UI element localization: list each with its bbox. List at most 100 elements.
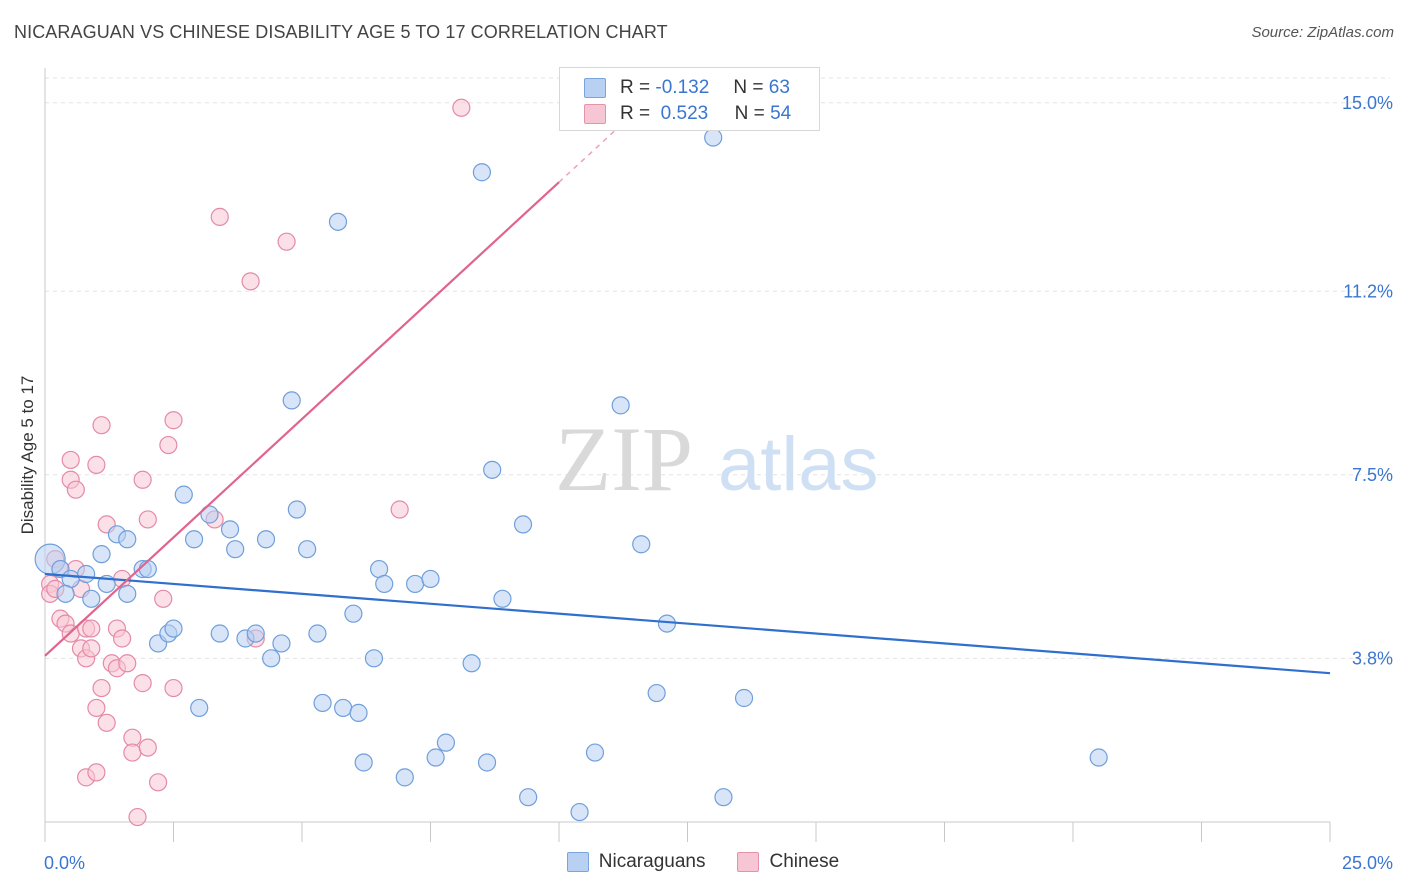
- legend-n-label: N =: [733, 77, 764, 98]
- series-legend: Nicaraguans Chinese: [0, 851, 1406, 873]
- point-nicaraguans: [344, 604, 363, 623]
- point-nicaraguans: [118, 584, 137, 603]
- legend-swatch-pink: [737, 852, 760, 872]
- point-chinese: [128, 807, 147, 827]
- point-chinese: [97, 713, 116, 732]
- watermark-zip: ZIP: [555, 408, 693, 510]
- point-nicaraguans: [704, 128, 723, 147]
- point-nicaraguans: [210, 624, 229, 643]
- series-chinese-points: [41, 98, 471, 827]
- point-chinese: [87, 763, 106, 782]
- point-nicaraguans: [226, 540, 245, 559]
- legend-n-value: 54: [770, 103, 792, 124]
- point-nicaraguans: [138, 559, 157, 579]
- x-tick-label: 25.0%: [1342, 853, 1393, 873]
- point-chinese: [241, 272, 260, 291]
- point-nicaraguans: [313, 693, 332, 713]
- point-chinese: [148, 773, 168, 792]
- point-nicaraguans: [328, 212, 348, 231]
- y-tick-label: 7.5%: [1352, 465, 1393, 485]
- point-chinese: [87, 455, 106, 474]
- point-nicaraguans: [714, 788, 733, 807]
- trend-lines: [44, 129, 1331, 675]
- point-nicaraguans: [256, 530, 276, 549]
- point-nicaraguans: [585, 743, 605, 762]
- point-nicaraguans: [477, 753, 497, 772]
- point-nicaraguans: [174, 485, 193, 504]
- point-nicaraguans: [364, 649, 384, 668]
- point-chinese: [164, 411, 183, 430]
- y-tick-label: 11.2%: [1343, 281, 1393, 301]
- point-chinese: [61, 450, 80, 470]
- point-chinese: [452, 98, 471, 117]
- watermark: ZIP atlas: [555, 408, 879, 510]
- source-credit: Source: ZipAtlas.com: [1251, 24, 1394, 41]
- point-chinese: [154, 589, 173, 608]
- y-tick-label: 15.0%: [1342, 93, 1393, 113]
- point-nicaraguans: [334, 698, 353, 718]
- legend-r-label: R =: [620, 103, 651, 124]
- point-nicaraguans: [483, 460, 502, 479]
- legend-row-nicaraguans: R = -0.132 N = 63: [584, 76, 790, 100]
- point-nicaraguans: [426, 748, 445, 767]
- point-nicaraguans: [298, 540, 317, 559]
- point-nicaraguans: [262, 649, 281, 668]
- point-nicaraguans: [405, 574, 425, 594]
- legend-item-nicaraguans[interactable]: Nicaraguans: [566, 851, 706, 873]
- point-chinese: [164, 678, 183, 698]
- point-chinese: [92, 416, 111, 435]
- point-nicaraguans: [647, 683, 666, 703]
- point-nicaraguans: [82, 589, 101, 608]
- legend-r-label: R =: [620, 77, 651, 98]
- legend-n-label: N =: [734, 103, 765, 124]
- legend-swatch-blue: [566, 852, 589, 872]
- point-nicaraguans: [220, 520, 240, 539]
- point-nicaraguans: [246, 624, 265, 643]
- point-nicaraguans: [349, 703, 368, 722]
- point-nicaraguans: [200, 505, 219, 524]
- point-nicaraguans: [287, 500, 306, 519]
- point-chinese: [277, 232, 296, 251]
- point-nicaraguans: [354, 753, 373, 772]
- point-chinese: [82, 639, 101, 658]
- point-chinese: [138, 738, 157, 757]
- point-nicaraguans: [308, 624, 327, 643]
- trend-line-nicaraguans: [44, 572, 1331, 675]
- trend-line-chinese-extension: [558, 129, 617, 183]
- legend-swatch-pink: [584, 104, 606, 124]
- point-chinese: [66, 480, 85, 499]
- point-chinese: [123, 743, 142, 762]
- point-nicaraguans: [570, 802, 589, 822]
- legend-swatch-blue: [584, 78, 606, 98]
- point-nicaraguans: [519, 788, 538, 807]
- point-nicaraguans: [184, 530, 204, 549]
- watermark-atlas: atlas: [718, 422, 879, 507]
- point-chinese: [112, 629, 132, 648]
- point-chinese: [92, 678, 111, 698]
- point-nicaraguans: [462, 654, 481, 673]
- legend-item-label: Nicaraguans: [598, 851, 706, 872]
- point-nicaraguans: [77, 564, 96, 584]
- x-tick-label: 0.0%: [44, 853, 85, 873]
- legend-item-chinese[interactable]: Chinese: [737, 851, 839, 873]
- axes: [44, 68, 1331, 842]
- point-chinese: [133, 470, 152, 489]
- point-nicaraguans: [272, 634, 291, 653]
- legend-r-value: 0.523: [660, 103, 709, 124]
- point-nicaraguans: [493, 589, 512, 608]
- point-nicaraguans: [611, 396, 630, 415]
- chart-title: NICARAGUAN VS CHINESE DISABILITY AGE 5 T…: [14, 22, 668, 42]
- point-nicaraguans: [164, 619, 183, 638]
- point-chinese: [82, 619, 101, 638]
- point-chinese: [138, 510, 157, 529]
- point-chinese: [133, 674, 152, 693]
- legend-n-value: 63: [768, 77, 790, 98]
- legend-item-label: Chinese: [769, 851, 840, 872]
- point-chinese: [390, 500, 409, 519]
- series-nicaraguans-points: [34, 128, 1108, 822]
- grid-lines: [45, 77, 1390, 659]
- point-nicaraguans: [1089, 748, 1108, 767]
- point-nicaraguans: [657, 614, 677, 633]
- point-nicaraguans: [513, 515, 533, 534]
